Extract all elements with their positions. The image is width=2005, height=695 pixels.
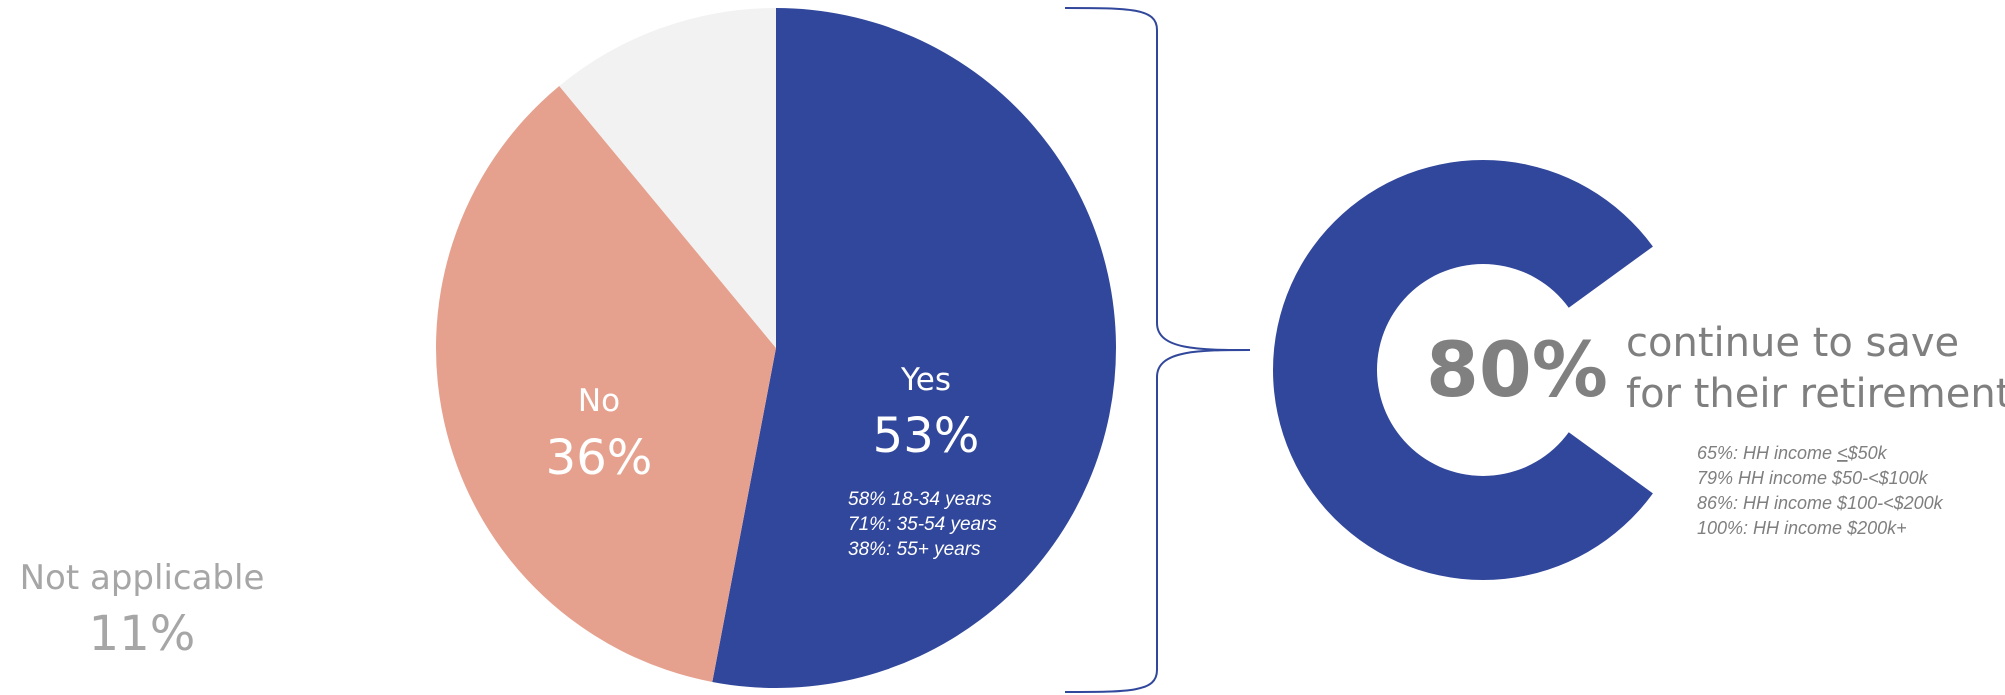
- not-applicable-label: Not applicable: [20, 558, 265, 598]
- retirement-donut: [1273, 160, 1653, 581]
- headline-text-line-1: continue to save: [1626, 320, 1959, 366]
- headline-text-line-2: for their retirement: [1626, 371, 2005, 417]
- yes-breakdown-1: 58% 18-34 years: [848, 489, 992, 510]
- income-breakdown-1-rest: $50k: [1847, 443, 1888, 463]
- not-applicable-value: 11%: [89, 606, 196, 662]
- income-breakdown-3: 86%: HH income $100-<$200k: [1697, 493, 1944, 513]
- income-breakdown-4: 100%: HH income $200k+: [1697, 518, 1907, 538]
- no-value: 36%: [546, 430, 653, 486]
- headline-value: 80%: [1426, 325, 1608, 414]
- yes-value: 53%: [873, 408, 980, 464]
- donut-slice-continue-to-save: [1273, 160, 1653, 581]
- yes-breakdown-2: 71%: 35-54 years: [848, 514, 997, 535]
- yes-label: Yes: [900, 362, 951, 398]
- pie-slice-no: [436, 86, 776, 682]
- income-breakdown-1-prefix: 65%: HH income: [1697, 443, 1837, 463]
- no-label: No: [578, 383, 620, 419]
- curly-brace-connector: [1064, 7, 1251, 693]
- income-breakdown-1-underlined: <: [1837, 443, 1848, 463]
- income-breakdown-2: 79% HH income $50-<$100k: [1697, 468, 1929, 488]
- main-pie: [436, 8, 1116, 688]
- pie-slice-yes: [712, 8, 1116, 688]
- income-breakdown-1: 65%: HH income <$50k: [1697, 443, 1888, 463]
- yes-breakdown-3: 38%: 55+ years: [848, 539, 981, 560]
- pie-slice-not-applicable: [559, 8, 776, 348]
